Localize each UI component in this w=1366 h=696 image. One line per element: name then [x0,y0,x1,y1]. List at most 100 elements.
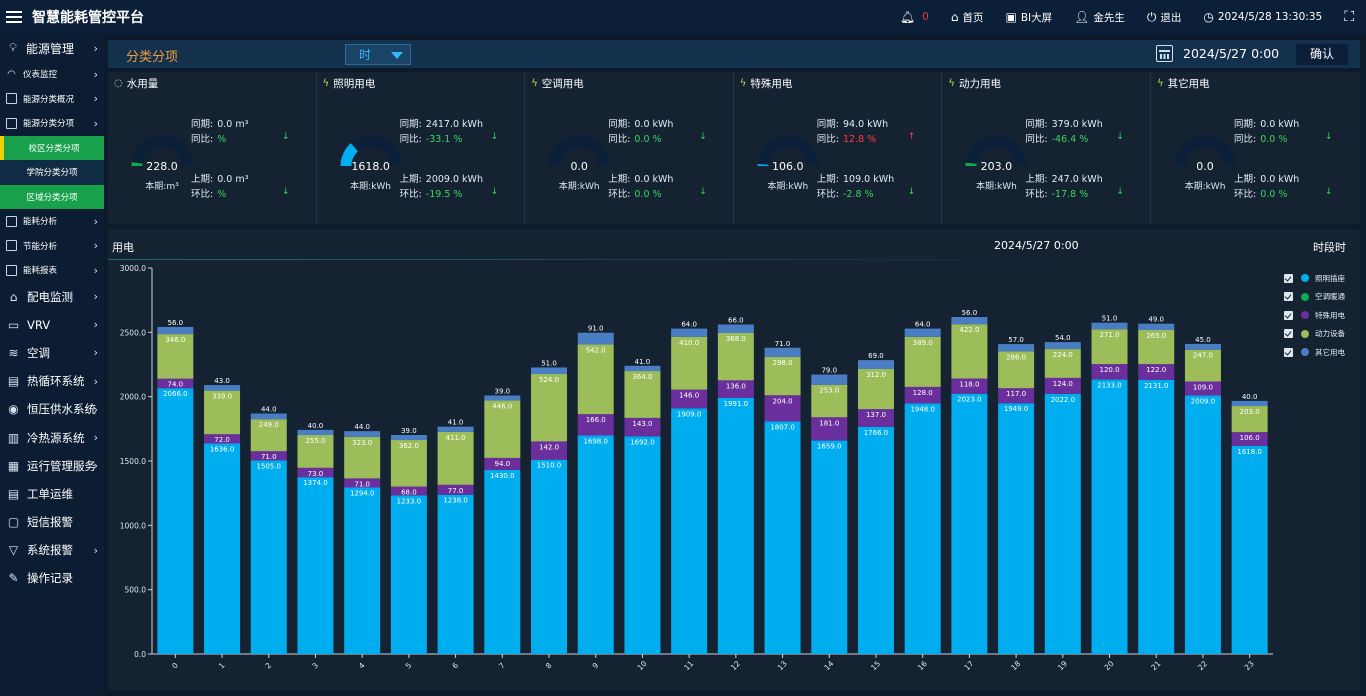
bar-segment-other [1138,323,1175,331]
bar-segment-power [1184,349,1221,382]
stat-value: 0.0 kWh [634,174,674,185]
sidebar-subitem[interactable]: 能耗报表 › [0,258,104,283]
menu-icon[interactable] [6,11,22,23]
x-tick-label: 5 [404,661,414,671]
card-title: ◌ 水用量 [114,76,158,91]
home-link[interactable]: ⌂ 首页 [951,10,984,25]
data-label: 255.0 [305,437,325,445]
x-tick-label: 19 [1056,659,1069,672]
sidebar-item[interactable]: ✎ 操作记录 [0,564,104,592]
bar-segment-power [250,419,287,452]
x-tick-label: 8 [544,661,554,671]
data-label: 2131.0 [1144,382,1169,390]
bar-segment-special [390,486,427,496]
arrow-down-icon: ↓ [1325,132,1333,142]
sidebar-tab-item[interactable]: 校区分类分项 [0,135,104,160]
chevron-right-icon: › [93,41,98,55]
stat-value: -19.5 % [425,189,463,200]
checkbox-icon[interactable] [1284,329,1293,339]
sidebar-item[interactable]: ◉ 恒压供水系统 › [0,395,104,423]
data-label: 128.0 [913,389,933,397]
sidebar-item-label: 热循环系统 [27,374,85,389]
sidebar-item[interactable]: ▢ 短信报警 [0,508,104,536]
legend-item[interactable]: 动力设备 [1284,325,1345,344]
sidebar-item[interactable]: ⌂ 配电监测 › [0,283,104,311]
bar-segment-power [951,324,988,379]
data-label: 339.0 [212,393,232,401]
stat-year-over-year: 同比: 0.0 % [608,131,661,145]
data-label: 224.0 [1053,351,1073,359]
sidebar-item[interactable]: ▭ VRV › [0,311,104,339]
x-tick-label: 4 [357,661,367,671]
notification-button[interactable]: 🔔︎ 0 [900,10,929,24]
stat-label: 环比: [399,189,422,200]
checkbox-icon[interactable] [1284,310,1293,320]
sidebar-subitem[interactable]: 能源分类概况 › [0,87,104,112]
sidebar-tab-item[interactable]: 学院分类分项 [0,160,104,185]
sidebar-item[interactable]: ▽ 系统报警 › [0,536,104,564]
sidebar-subitem[interactable]: 节能分析 › [0,234,104,259]
bar-segment-special [297,467,334,478]
sidebar-item-label: 节能分析 [23,241,58,252]
sidebar-item-label: 仪表监控 [23,70,58,81]
gauge-value: 203.0 [980,160,1013,173]
card-title-text: 其它用电 [1167,78,1210,90]
bi-screen-link[interactable]: ▣ BI大屏 [1005,10,1052,25]
bar-segment-other [764,347,801,357]
sidebar-item[interactable]: ▥ 冷热源系统 › [0,423,104,451]
y-tick-label: 3000.0 [120,264,146,273]
legend-item[interactable]: 特殊用电 [1284,306,1345,325]
card-title-text: 动力用电 [959,78,1001,90]
gauge-track [965,135,1027,167]
sidebar-item[interactable]: ▤ 热循环系统 › [0,367,104,395]
bar-segment-special [764,395,801,422]
stat-same-period: 同期: 0.0 kWh [1234,116,1299,130]
sidebar-subitem[interactable]: 能源分类分项 › [0,111,104,136]
logout-button[interactable]: ⏻ 退出 [1147,10,1182,25]
bar-segment-lighting [1231,445,1268,654]
bar-segment-other [1044,342,1081,350]
legend-item[interactable]: 空调暖通 [1284,288,1345,307]
user-menu[interactable]: 👤︎ 金先生 [1074,10,1125,25]
x-tick-label: 1 [217,661,227,671]
bar-segment-lighting [1138,379,1175,654]
notification-count: 0 [922,11,929,23]
legend-label: 其它用电 [1315,347,1345,357]
chart-legend: 照明插座 空调暖通 特殊用电 动力设备其它用电 [1284,269,1345,362]
legend-item[interactable]: 其它用电 [1284,343,1345,362]
bolt-icon: ϟ [531,78,538,89]
checkbox-icon[interactable] [1284,273,1293,283]
user-icon: 👤︎ [1074,10,1090,24]
data-label: 136.0 [726,382,746,390]
sidebar-item-label: 系统报警 [27,543,73,558]
sidebar-item[interactable]: ▦ 运行管理服务 › [0,452,104,480]
bar-segment-lighting [1184,395,1221,654]
period-select[interactable]: 时 [345,44,411,65]
sidebar-subitem[interactable]: 能耗分析 › [0,209,104,234]
legend-item[interactable]: 照明插座 [1284,269,1345,288]
stat-value: 379.0 kWh [1051,119,1103,130]
stat-same-period: 同期: 2417.0 kWh [400,116,483,130]
chevron-right-icon: › [93,239,98,253]
stat-value: 0.0 kWh [634,119,674,130]
sidebar-item[interactable]: ▤ 工单运维 [0,480,104,508]
data-label: 1659.0 [817,443,842,451]
sidebar-tab-item[interactable]: 区域分类分项 [0,184,104,209]
checkbox-icon[interactable] [1284,292,1293,302]
sidebar-item-energy-management[interactable]: 💡︎ 能源管理 › [0,34,104,62]
stat-value: 247.0 kWh [1051,174,1103,185]
confirm-button[interactable]: 确认 [1296,44,1348,65]
checkbox-icon[interactable] [1284,347,1293,357]
calendar-icon[interactable] [1156,45,1173,62]
bar-segment-other [531,367,568,375]
chevron-right-icon: › [93,92,98,106]
data-label: 122.0 [1146,366,1166,374]
sidebar-subitem[interactable]: ◠ 仪表监控 › [0,62,104,87]
date-picker[interactable]: 2024/5/27 0:00 [1183,46,1280,61]
bar-segment-power [157,334,194,379]
data-label: 368.0 [726,335,746,343]
stat-label: 环比: [191,189,214,200]
sidebar-item[interactable]: ≋ 空调 › [0,339,104,367]
fullscreen-button[interactable]: ⛶ [1344,9,1358,25]
data-label: 1636.0 [210,446,235,454]
